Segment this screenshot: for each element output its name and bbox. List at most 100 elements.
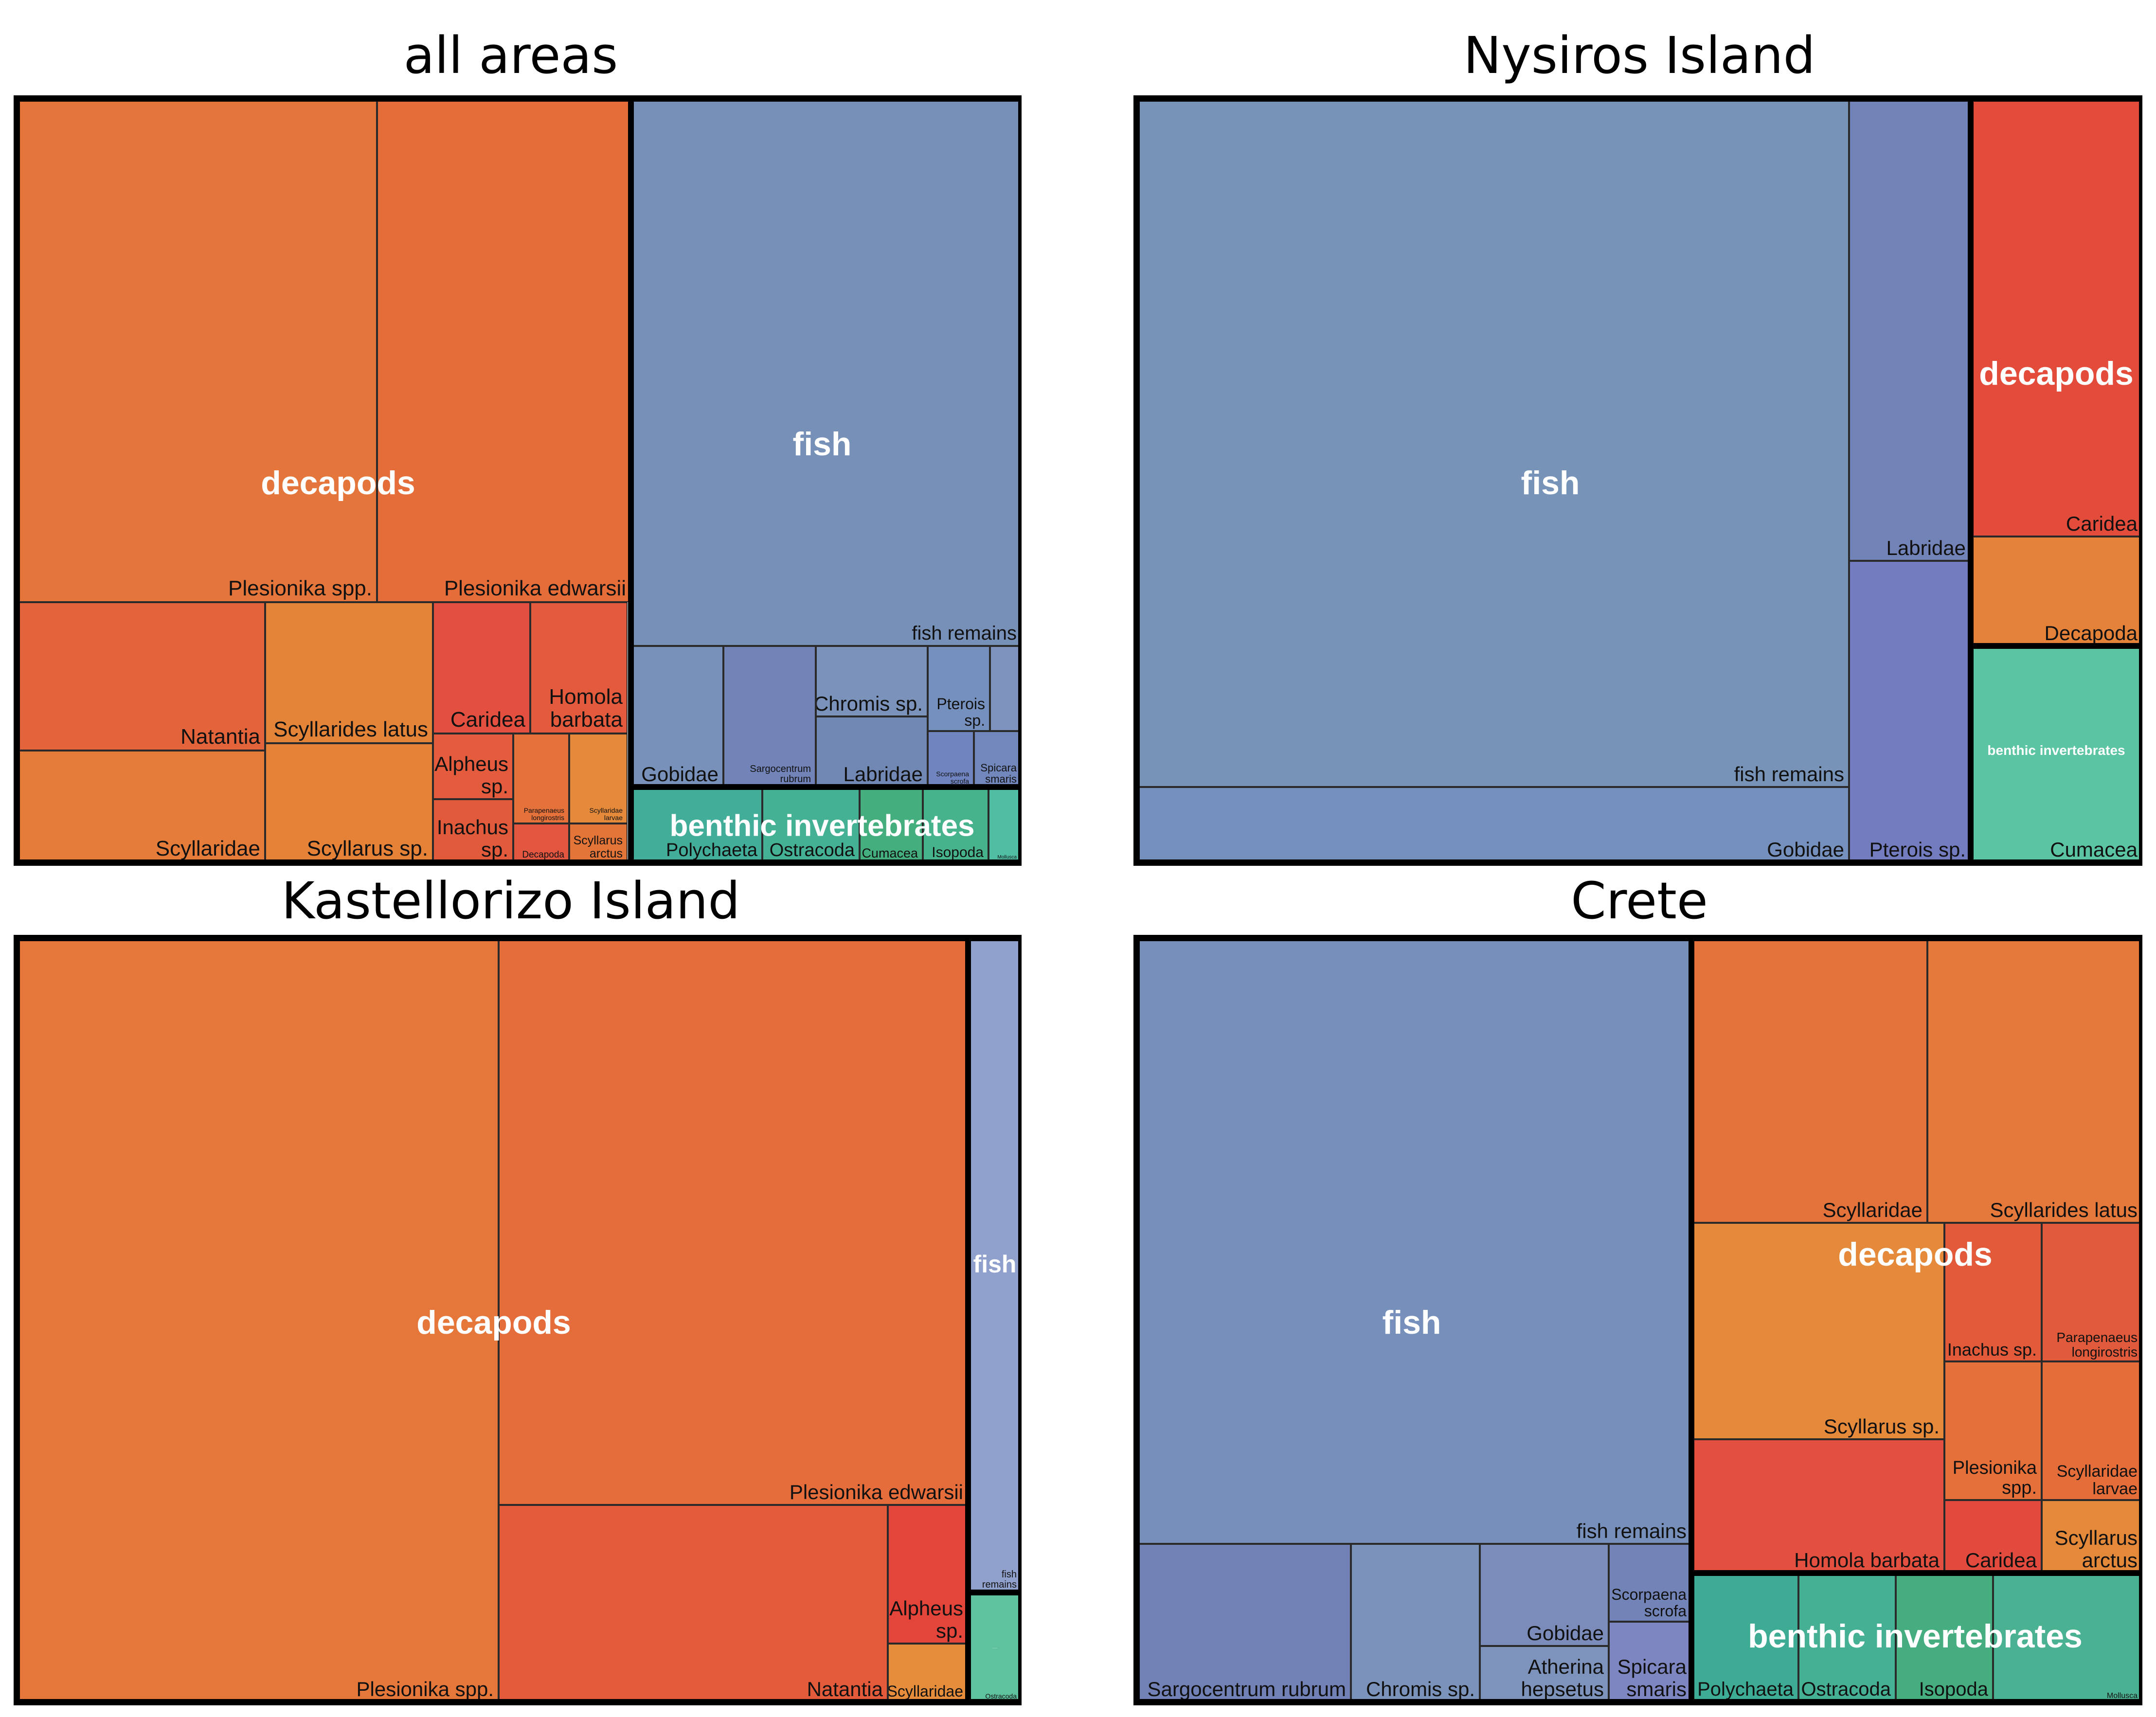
cell-label: Plesionika spp. (356, 1677, 494, 1700)
treemap-cell-polychaeta: Polychaeta (1691, 1573, 1798, 1702)
cell-label: Polychaeta (1697, 1678, 1794, 1700)
group-label-benthic-invertebrates: benthic invertebrates (669, 809, 975, 843)
cell-label: Pterois sp. (936, 695, 985, 730)
cell-label: Alpheus sp. (434, 752, 508, 798)
treemap-cell-scyllarus-arctus: Scyllarus arctus (569, 823, 628, 862)
cell-label: Mollusca (997, 855, 1017, 860)
treemap-cell-chromis-sp: Chromis sp. (1351, 1544, 1480, 1702)
group-label-benthic-invertebrates: benthic invertebrates (992, 1648, 998, 1649)
cell-label: Homola barbata (1794, 1548, 1940, 1572)
cell-label: Cumacea (2050, 838, 2138, 861)
treemap-cell-fish-remains: fish remains (968, 938, 1018, 1592)
treemap-cell-scyllaridae: Scyllaridae (17, 751, 265, 862)
treemap-cell-polychaeta: Polychaeta (631, 787, 762, 862)
treemap-nysiros: fish remains Gobidae Labridae Pterois sp. Ca… (1133, 95, 2142, 866)
cell-label: Homola barbata (549, 684, 623, 732)
treemap-cell-alpheus-sp: Alpheus sp. (888, 1505, 968, 1644)
group-label-fish: fish (1382, 1304, 1441, 1341)
cell-label: Scorpaena scrofa (1611, 1585, 1687, 1620)
panel-title-crete: Crete (1571, 871, 1708, 930)
cell-label: Sargocentrum rubrum (1147, 1677, 1347, 1700)
treemap-cell-gobidae: Gobidae (1137, 787, 1849, 862)
cell-label: Ostracoda (769, 840, 855, 860)
treemap-cell-scyllarus-sp: Scyllarus sp. (1691, 1223, 1944, 1439)
treemap-cell-decapoda: Decapoda (1971, 537, 2139, 646)
group-label-decapods: decapods (261, 465, 415, 501)
cell-label: fish remains (982, 1569, 1017, 1591)
cell-label: Scyllarus arctus (2054, 1526, 2138, 1572)
treemap-cell-isopoda: Isopoda (1896, 1573, 1993, 1702)
treemap-cell-sargocentrum-rubrum: Sargocentrum rubrum (1137, 1544, 1351, 1702)
treemap-cell-mollusca: Mollusca (1993, 1573, 2139, 1702)
treemap-cell-mollusca: Mollusca (988, 787, 1018, 862)
cell-label: Ostracoda (1801, 1678, 1891, 1700)
group-label-benthic-invertebrates: benthic invertebrates (1987, 743, 2125, 758)
treemap-cell-scyllaridae-larvae: Scyllaridae larvae (569, 733, 628, 823)
cell-label: Natantia (807, 1677, 883, 1700)
treemap-cell-decapoda: Decapoda (513, 823, 569, 862)
treemap-cell-labridae: Labridae (1849, 99, 1971, 561)
treemap-cell-pterois-sp: Pterois sp. (928, 646, 990, 731)
cell-label: Scyllarus arctus (573, 834, 623, 860)
cell-label: Atherina hepsetus (1521, 1655, 1604, 1700)
cell-label: fish remains (1576, 1519, 1687, 1542)
cell-label: Inachus sp. (1947, 1340, 2037, 1360)
treemap-cell-atherina-hepsetus: Atherina hepsetus (1480, 1646, 1609, 1702)
cell-label: Natantia (180, 725, 260, 749)
cell-label: Parapenaeus longirostris (523, 806, 564, 822)
cell-label: Scyllarus sp. (1823, 1414, 1940, 1438)
treemap-cell-pterois-sp: Pterois sp. (1849, 561, 1971, 862)
cell-label: Gobidae (1767, 838, 1844, 861)
cell-label: Decapoda (522, 850, 564, 860)
cell-label: Caridea (450, 708, 525, 732)
treemap-cell-parapenaeus-longirostris: Parapenaeus longirostris (513, 733, 569, 823)
group-label-fish: fish (1521, 465, 1580, 501)
cell-label: Caridea (1965, 1548, 2037, 1572)
treemap-all-areas: Plesionika spp. Plesionika edwarsii Natant… (14, 95, 1022, 866)
treemap-cell-plesionika-edwarsii: Plesionika edwarsii (499, 938, 968, 1505)
cell-label: Isopoda (932, 844, 984, 860)
cell-label: Sargocentrum rubrum (750, 763, 811, 785)
treemap-cell-cumacea: Cumacea (860, 787, 923, 862)
treemap-cell-alpheus-sp: Alpheus sp. (433, 733, 513, 799)
cell-label: Chromis sp. (1365, 1677, 1475, 1700)
treemap-cell-fish-remains: fish remains (631, 99, 1018, 646)
treemap-cell-inachus-sp: Inachus sp. (1944, 1223, 2042, 1361)
treemap-cell-scyllarides-latus: Scyllarides latus (1927, 938, 2139, 1223)
treemap-cell-scyllarides-latus: Scyllarides latus (265, 602, 433, 743)
treemap-crete: fish remains Sargocentrum rubrum Chromis s… (1133, 935, 2142, 1705)
treemap-cell-sargocentrum-rubrum: Sargocentrum rubrum (723, 646, 816, 787)
cell-label: Decapoda (2044, 621, 2138, 644)
group-label-benthic-invertebrates: benthic invertebrates (1748, 1618, 2083, 1655)
treemap-cell-parapenaeus-longirostris: Parapenaeus longirostris (2042, 1223, 2139, 1361)
cell-label: Spicara smaris (1617, 1655, 1687, 1700)
treemap-cell-caridea: Caridea (1971, 99, 2139, 537)
treemap-cell-natantia: Natantia (17, 602, 265, 751)
treemap-cell-ostracoda: Ostracoda (968, 1592, 1018, 1702)
cell-label: Scyllaridae (1822, 1198, 1922, 1221)
cell-label: Pterois sp. (1869, 838, 1966, 861)
treemap-cell-plesionika-edwarsii: Plesionika edwarsii (377, 99, 631, 602)
cell-label: Gobidae (1527, 1621, 1604, 1645)
group-label-fish: fish (792, 426, 852, 463)
cell-label: Cumacea (862, 845, 918, 860)
treemap-kastellorizo: Plesionika spp. Plesionika edwarsii Natant… (14, 935, 1022, 1705)
treemap-cell-caridea: Caridea (433, 602, 530, 733)
treemap-cell-plesionika-spp: Plesionika spp. (17, 99, 377, 602)
treemap-cell-homola-barbata: Homola barbata (1691, 1439, 1944, 1573)
treemap-cell-unlabeled (990, 646, 1018, 731)
group-label-decapods: decapods (1979, 355, 2134, 392)
treemap-cell-gobidae: Gobidae (631, 646, 723, 787)
cell-label: Scyllaridae (155, 837, 260, 861)
cell-label: Scorpaena scrofa (936, 769, 969, 785)
cell-label: Scyllaridae larvae (589, 806, 623, 822)
treemap-cell-spicara-smaris: Spicara smaris (974, 731, 1018, 787)
cell-label: Scyllarus sp. (306, 837, 428, 861)
treemap-cell-labridae: Labridae (816, 716, 928, 787)
cell-label: Scyllarides latus (273, 717, 428, 742)
treemap-cell-scyllarus-arctus: Scyllarus arctus (2042, 1500, 2139, 1573)
treemap-cell-plesionika-spp: Plesionika spp. (1944, 1361, 2042, 1500)
treemap-cell-scyllarus-sp: Scyllarus sp. (265, 743, 433, 862)
treemap-cell-fish-remains: fish remains (1137, 938, 1691, 1544)
treemap-cell-inachus-sp: Inachus sp. (433, 799, 513, 862)
